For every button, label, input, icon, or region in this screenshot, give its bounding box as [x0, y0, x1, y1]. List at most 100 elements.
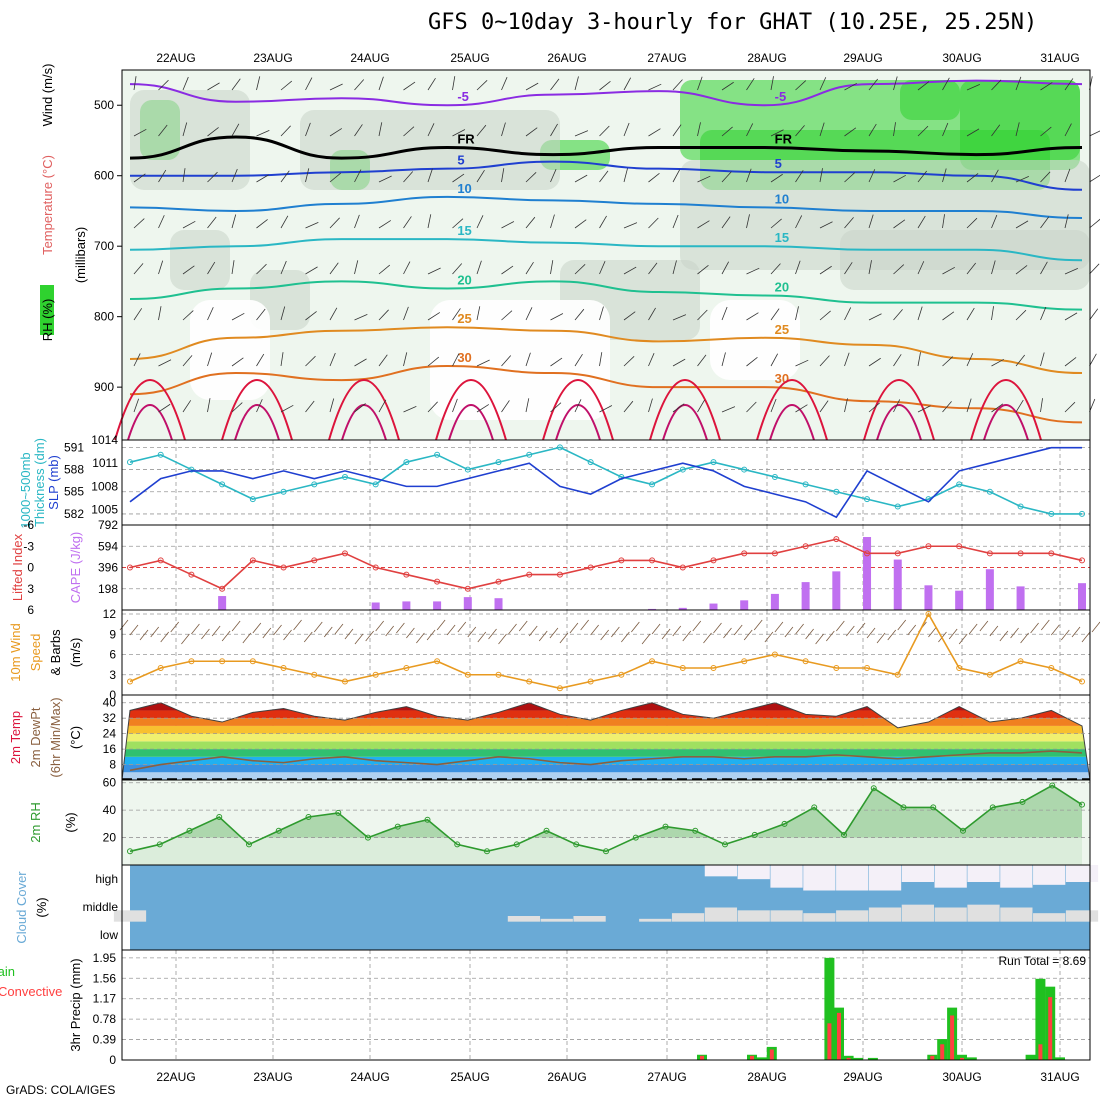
wind-barb: [427, 356, 440, 367]
wind-barb: [133, 398, 140, 413]
rh2m-line-point: [662, 823, 669, 830]
wind-barb-10m: [999, 630, 1009, 642]
li-tick: 6: [27, 603, 34, 617]
wind-barb: [378, 122, 383, 137]
wind-barb: [966, 262, 977, 275]
wind-barb: [476, 306, 481, 321]
wind-barb: [550, 78, 560, 91]
wind-barb-10m: [836, 620, 845, 632]
wind-barb: [182, 310, 194, 321]
thickness-line-point: [311, 481, 318, 488]
wind-barb: [354, 169, 362, 183]
wind-barb: [476, 169, 485, 183]
wind-barb: [329, 217, 340, 229]
legend-label: Temperature (°C): [40, 155, 55, 255]
wind-barb: [746, 356, 758, 367]
wind-barb: [207, 398, 211, 413]
wind-barb: [329, 172, 342, 183]
wind-barb-10m: [887, 629, 897, 641]
rh2m-line-point: [216, 814, 223, 821]
wind-barb: [599, 405, 613, 413]
thickness-line-point: [280, 488, 287, 495]
temp-band: [122, 733, 1090, 742]
cloud-middle-gap: [967, 904, 1000, 922]
wind-barb-10m: [866, 627, 876, 639]
wind-barb: [427, 77, 436, 91]
isotherm-hotter: [876, 404, 922, 441]
wind-barb: [452, 173, 465, 183]
wind-barb: [697, 76, 703, 91]
wind-barb: [256, 353, 265, 367]
wind-barb: [133, 353, 141, 367]
thickness-line-point: [864, 496, 871, 503]
wind-barb: [1040, 398, 1043, 413]
wind-barb: [476, 124, 487, 137]
rh-moist-patch: [840, 230, 1090, 290]
wind-barb: [1015, 176, 1029, 183]
cape-bar: [709, 603, 718, 610]
wind-barb: [256, 219, 268, 229]
wind-barb: [770, 398, 777, 413]
wind-speed-line-point: [587, 678, 594, 685]
wind-barb: [623, 356, 635, 367]
wind-speed-line-point: [157, 665, 164, 671]
wind-barb: [427, 168, 433, 183]
isotherm-hot: [970, 379, 1042, 441]
wind-barb: [403, 81, 416, 91]
wind-speed-line-point: [1048, 665, 1055, 671]
wind-barb: [231, 402, 243, 413]
x-tick-label-bottom: 27AUG: [647, 1070, 686, 1084]
wind-barb: [672, 403, 685, 413]
lifted-index-line-point: [710, 557, 717, 564]
wind-barb: [550, 402, 562, 413]
wind-barb: [280, 352, 284, 367]
cape-bar: [494, 598, 503, 610]
cloud-middle-gap: [113, 910, 147, 922]
cloud-high-gap: [934, 865, 967, 888]
cape-tick: 198: [98, 582, 118, 596]
wind-axis-label: 10m Wind: [8, 623, 23, 682]
lifted-index-line-point: [157, 557, 164, 564]
wind-barb: [721, 171, 732, 183]
wind-barb: [1015, 309, 1027, 321]
wind-barb: [991, 403, 1004, 413]
thickness-line-point: [403, 459, 410, 466]
precip-total-bar: [1035, 978, 1046, 1060]
wind-barb: [868, 123, 877, 137]
wind-barb-10m: [928, 626, 937, 638]
wind-barb: [844, 172, 856, 183]
wind-barb: [819, 122, 825, 137]
wind-barb: [893, 174, 906, 183]
precip-total-bar: [853, 1057, 864, 1060]
cloud-middle-gap: [639, 918, 672, 922]
thickness-line-point: [526, 451, 533, 458]
wind-barb-10m: [753, 619, 763, 631]
wind-barb-10m: [590, 624, 599, 636]
rh2m-line-point: [811, 804, 818, 811]
precip-total-bar: [1025, 1054, 1036, 1060]
cloud-high-gap: [1065, 865, 1099, 882]
temp-band: [122, 702, 1090, 711]
cloud-middle-gap: [868, 907, 902, 922]
wind-barb: [207, 261, 216, 275]
rh2m-line-point: [841, 831, 847, 838]
wind-barb-10m: [436, 619, 446, 631]
wind-barb: [354, 260, 359, 275]
wind-barb: [893, 264, 905, 275]
temp-axis-label: (°C): [68, 726, 83, 749]
wind-barb-10m: [396, 622, 405, 634]
slp-tick: 1014: [91, 433, 118, 447]
rh2m-line-point: [246, 841, 252, 848]
thickness-line-point: [710, 459, 717, 466]
isotherm-label: FR: [775, 132, 793, 147]
wind-speed-line-point: [771, 651, 778, 658]
cape-bar: [740, 600, 749, 610]
wind-barb: [648, 262, 658, 275]
wind-barb-10m: [1091, 621, 1100, 633]
wind-barb: [942, 266, 955, 275]
thickness-axis-label: Thickness (dm): [32, 438, 47, 527]
temp-tick: 8: [109, 758, 116, 772]
cloud-high-gap: [868, 865, 902, 891]
wind-speed-line-point: [249, 658, 256, 665]
cape-bar: [770, 593, 779, 610]
